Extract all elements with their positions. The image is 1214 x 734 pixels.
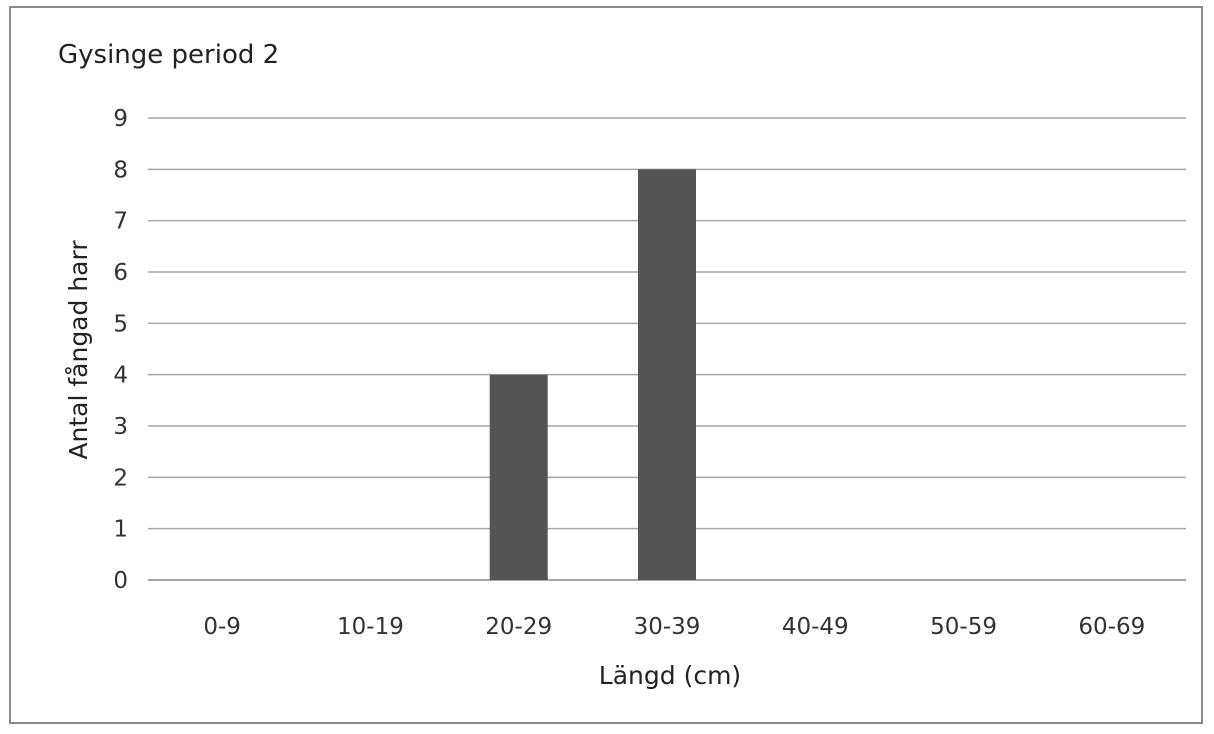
- y-tick-label: 9: [113, 106, 128, 132]
- x-tick-label: 60-69: [1078, 614, 1145, 640]
- y-axis-title: Antal fångad harr: [64, 240, 93, 460]
- y-tick-label: 3: [113, 414, 128, 440]
- y-tick-label: 8: [113, 157, 128, 183]
- x-tick-label: 10-19: [337, 614, 404, 640]
- bar: [489, 374, 548, 580]
- x-tick-labels: 0-9 10-19 20-29 30-39 40-49 50-59 60-69: [203, 614, 1145, 640]
- x-tick-label: 40-49: [782, 614, 849, 640]
- chart-title: Gysinge period 2: [58, 40, 280, 70]
- y-tick-label: 7: [113, 209, 128, 235]
- x-tick-label: 0-9: [203, 614, 241, 640]
- y-tick-label: 6: [113, 260, 128, 286]
- x-tick-label: 20-29: [485, 614, 552, 640]
- x-tick-label: 30-39: [634, 614, 701, 640]
- y-tick-label: 5: [113, 311, 128, 337]
- y-tick-label: 4: [113, 363, 128, 389]
- bars: [489, 169, 696, 581]
- y-tick-label: 0: [113, 568, 128, 594]
- x-tick-label: 50-59: [930, 614, 997, 640]
- chart-frame: [9, 6, 1203, 724]
- x-axis-title: Längd (cm): [599, 661, 741, 690]
- bar: [638, 169, 696, 581]
- y-tick-label: 1: [113, 517, 128, 543]
- y-tick-labels: 0 1 2 3 4 5 6 7 8 9: [113, 106, 128, 594]
- y-tick-label: 2: [113, 465, 128, 491]
